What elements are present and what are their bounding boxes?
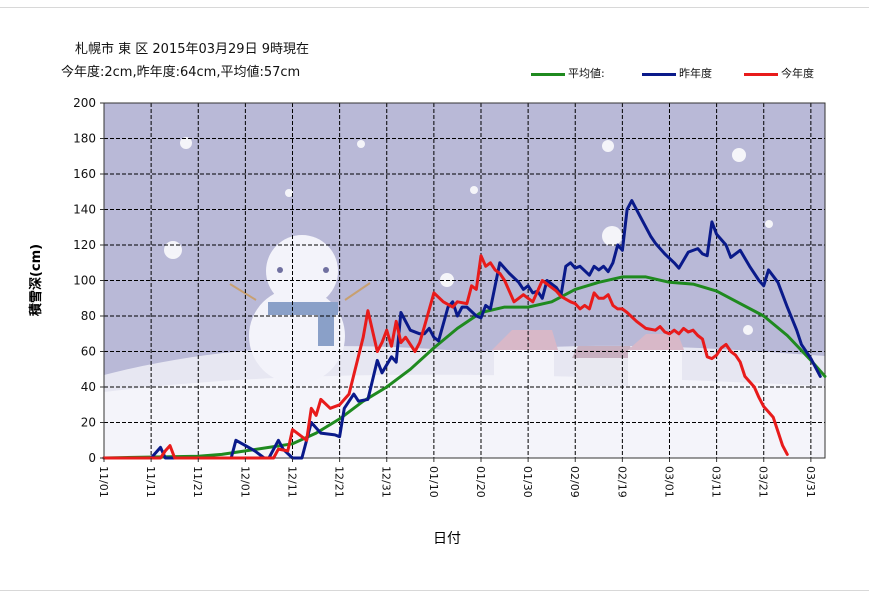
chart-header-location: 札幌市 東 区 2015年03月29日 9時現在 <box>75 42 309 57</box>
y-tick-label: 140 <box>73 203 96 217</box>
x-tick-label: 03/21 <box>757 466 770 498</box>
series-line-average <box>102 275 827 460</box>
y-tick-label: 40 <box>81 380 96 394</box>
y-tick-label: 20 <box>81 416 96 430</box>
x-axis-label: 日付 <box>433 531 461 547</box>
chart-header-summary: 今年度:2cm,昨年度:64cm,平均値:57cm <box>61 65 301 80</box>
x-tick-label: 11/11 <box>144 466 157 498</box>
x-tick-label: 03/11 <box>710 466 723 498</box>
y-tick-label: 120 <box>73 238 96 252</box>
bottom-rule <box>0 590 869 591</box>
x-tick-label: 02/09 <box>568 466 581 498</box>
y-tick-label: 60 <box>81 345 96 359</box>
grid-lines <box>104 103 825 458</box>
x-tick-label: 12/31 <box>380 466 393 498</box>
y-tick-label: 0 <box>88 451 96 465</box>
y-tick-label: 100 <box>73 274 96 288</box>
legend-item-average: 平均値: <box>531 65 605 81</box>
y-tick-label: 80 <box>81 309 96 323</box>
y-axis-label: 積雪深(cm) <box>28 244 44 317</box>
y-tick-label: 180 <box>73 132 96 146</box>
series-line-last-year <box>102 199 822 460</box>
top-rule <box>0 7 869 8</box>
series-line-this-year <box>102 254 789 460</box>
x-tick-label: 11/21 <box>191 466 204 498</box>
snowman-icon <box>229 235 371 384</box>
x-tick-label: 12/21 <box>333 466 346 498</box>
x-tick-label: 01/10 <box>427 466 440 498</box>
x-tick-label: 02/19 <box>615 466 628 498</box>
x-tick-label: 11/01 <box>97 466 110 498</box>
y-axis-ticks: 0 20 40 60 80 100 120 140 160 180 200 <box>73 96 104 465</box>
house-icon <box>492 330 684 386</box>
legend-item-this-year: 今年度 <box>744 65 814 81</box>
x-tick-label: 03/31 <box>804 466 817 498</box>
legend-item-last-year: 昨年度 <box>642 65 712 81</box>
legend-swatch-average <box>531 72 565 76</box>
x-tick-label: 01/30 <box>521 466 534 498</box>
legend-swatch-this-year <box>744 72 778 76</box>
series-lines <box>102 199 827 460</box>
x-axis-ticks: 11/01 11/11 11/21 12/01 12/11 12/21 12/31 01/10… <box>97 458 817 498</box>
legend-swatch-last-year <box>642 72 676 76</box>
legend-label-last-year: 昨年度 <box>679 67 712 80</box>
x-tick-label: 12/11 <box>285 466 298 498</box>
y-tick-label: 160 <box>73 167 96 181</box>
legend-label-average: 平均値: <box>568 67 605 80</box>
x-tick-label: 01/20 <box>474 466 487 498</box>
y-tick-label: 200 <box>73 96 96 110</box>
x-tick-label: 03/01 <box>662 466 675 498</box>
legend-label-this-year: 今年度 <box>781 67 814 80</box>
x-tick-label: 12/01 <box>238 466 251 498</box>
